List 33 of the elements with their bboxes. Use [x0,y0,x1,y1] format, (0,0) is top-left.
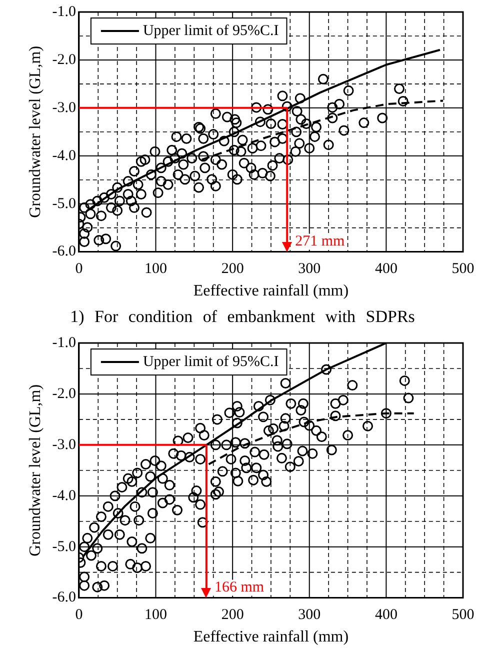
y-tick-label: -1.0 [52,334,76,351]
x-axis-title: Eeffective rainfall (mm) [193,282,349,300]
x-tick-label: 100 [144,261,168,278]
y-axis-title: Groundwater level (GL,m) [26,384,44,556]
x-tick-label: 500 [452,607,474,624]
x-tick-label: 300 [298,261,321,278]
legend-label: Upper limit of 95%C.I [142,354,279,370]
y-tick-label: -2.0 [52,52,76,68]
x-tick-label: 400 [374,607,398,624]
y-tick-label: -4.0 [52,148,76,164]
x-tick-label: 200 [221,607,244,624]
ref-line-label: 271 mm [295,234,346,250]
x-tick-label: 500 [452,261,474,278]
y-tick-label: -2.0 [52,386,76,402]
y-tick-label: -6.0 [52,244,76,260]
y-axis-title: Groundwater level (GL,m) [26,46,44,218]
x-tick-label: 400 [374,261,398,278]
y-tick-label: -3.0 [52,436,76,453]
x-tick-label: 100 [144,607,168,624]
x-tick-label: 200 [221,261,244,278]
x-tick-label: 0 [75,261,83,278]
x-tick-label: 0 [75,607,83,624]
y-tick-label: -5.0 [52,196,76,212]
y-tick-label: -4.0 [52,488,76,504]
text: 1) For condition of embankment with SDPRs [69,307,416,327]
legend-label: Upper limit of 95%C.I [142,22,279,39]
y-tick-label: -1.0 [52,4,76,20]
y-tick-label: -5.0 [52,538,76,555]
x-axis-title: Eeffective rainfall (mm) [193,628,349,646]
x-tick-label: 300 [298,607,321,624]
y-tick-label: -6.0 [52,590,76,606]
ref-line-label: 166 mm [214,580,264,596]
y-tick-label: -3.0 [52,100,76,116]
